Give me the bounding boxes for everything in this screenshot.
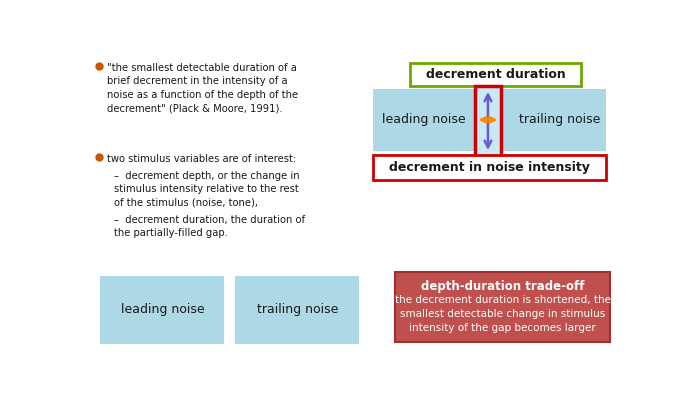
Text: leading noise: leading noise [382,113,466,126]
Text: two stimulus variables are of interest:: two stimulus variables are of interest: [107,154,295,164]
FancyBboxPatch shape [475,86,501,157]
Text: –  decrement duration, the duration of
the partially-filled gap.: – decrement duration, the duration of th… [114,215,306,238]
Text: the decrement duration is shortened, the
smallest detectable change in stimulus
: the decrement duration is shortened, the… [394,295,610,333]
Text: decrement in noise intensity: decrement in noise intensity [389,161,590,174]
FancyBboxPatch shape [100,276,224,344]
Text: trailing noise: trailing noise [518,113,600,126]
FancyBboxPatch shape [395,272,610,341]
Text: leading noise: leading noise [120,304,204,317]
Text: –  decrement depth, or the change in
stimulus intensity relative to the rest
of : – decrement depth, or the change in stim… [114,171,300,208]
Text: "the smallest detectable duration of a
brief decrement in the intensity of a
noi: "the smallest detectable duration of a b… [107,63,298,113]
Text: depth-duration trade-off: depth-duration trade-off [421,279,585,293]
FancyBboxPatch shape [410,63,581,86]
Text: decrement duration: decrement duration [426,68,565,81]
FancyBboxPatch shape [235,276,359,344]
Text: trailing noise: trailing noise [257,304,338,317]
FancyBboxPatch shape [373,89,606,151]
FancyBboxPatch shape [373,155,606,180]
